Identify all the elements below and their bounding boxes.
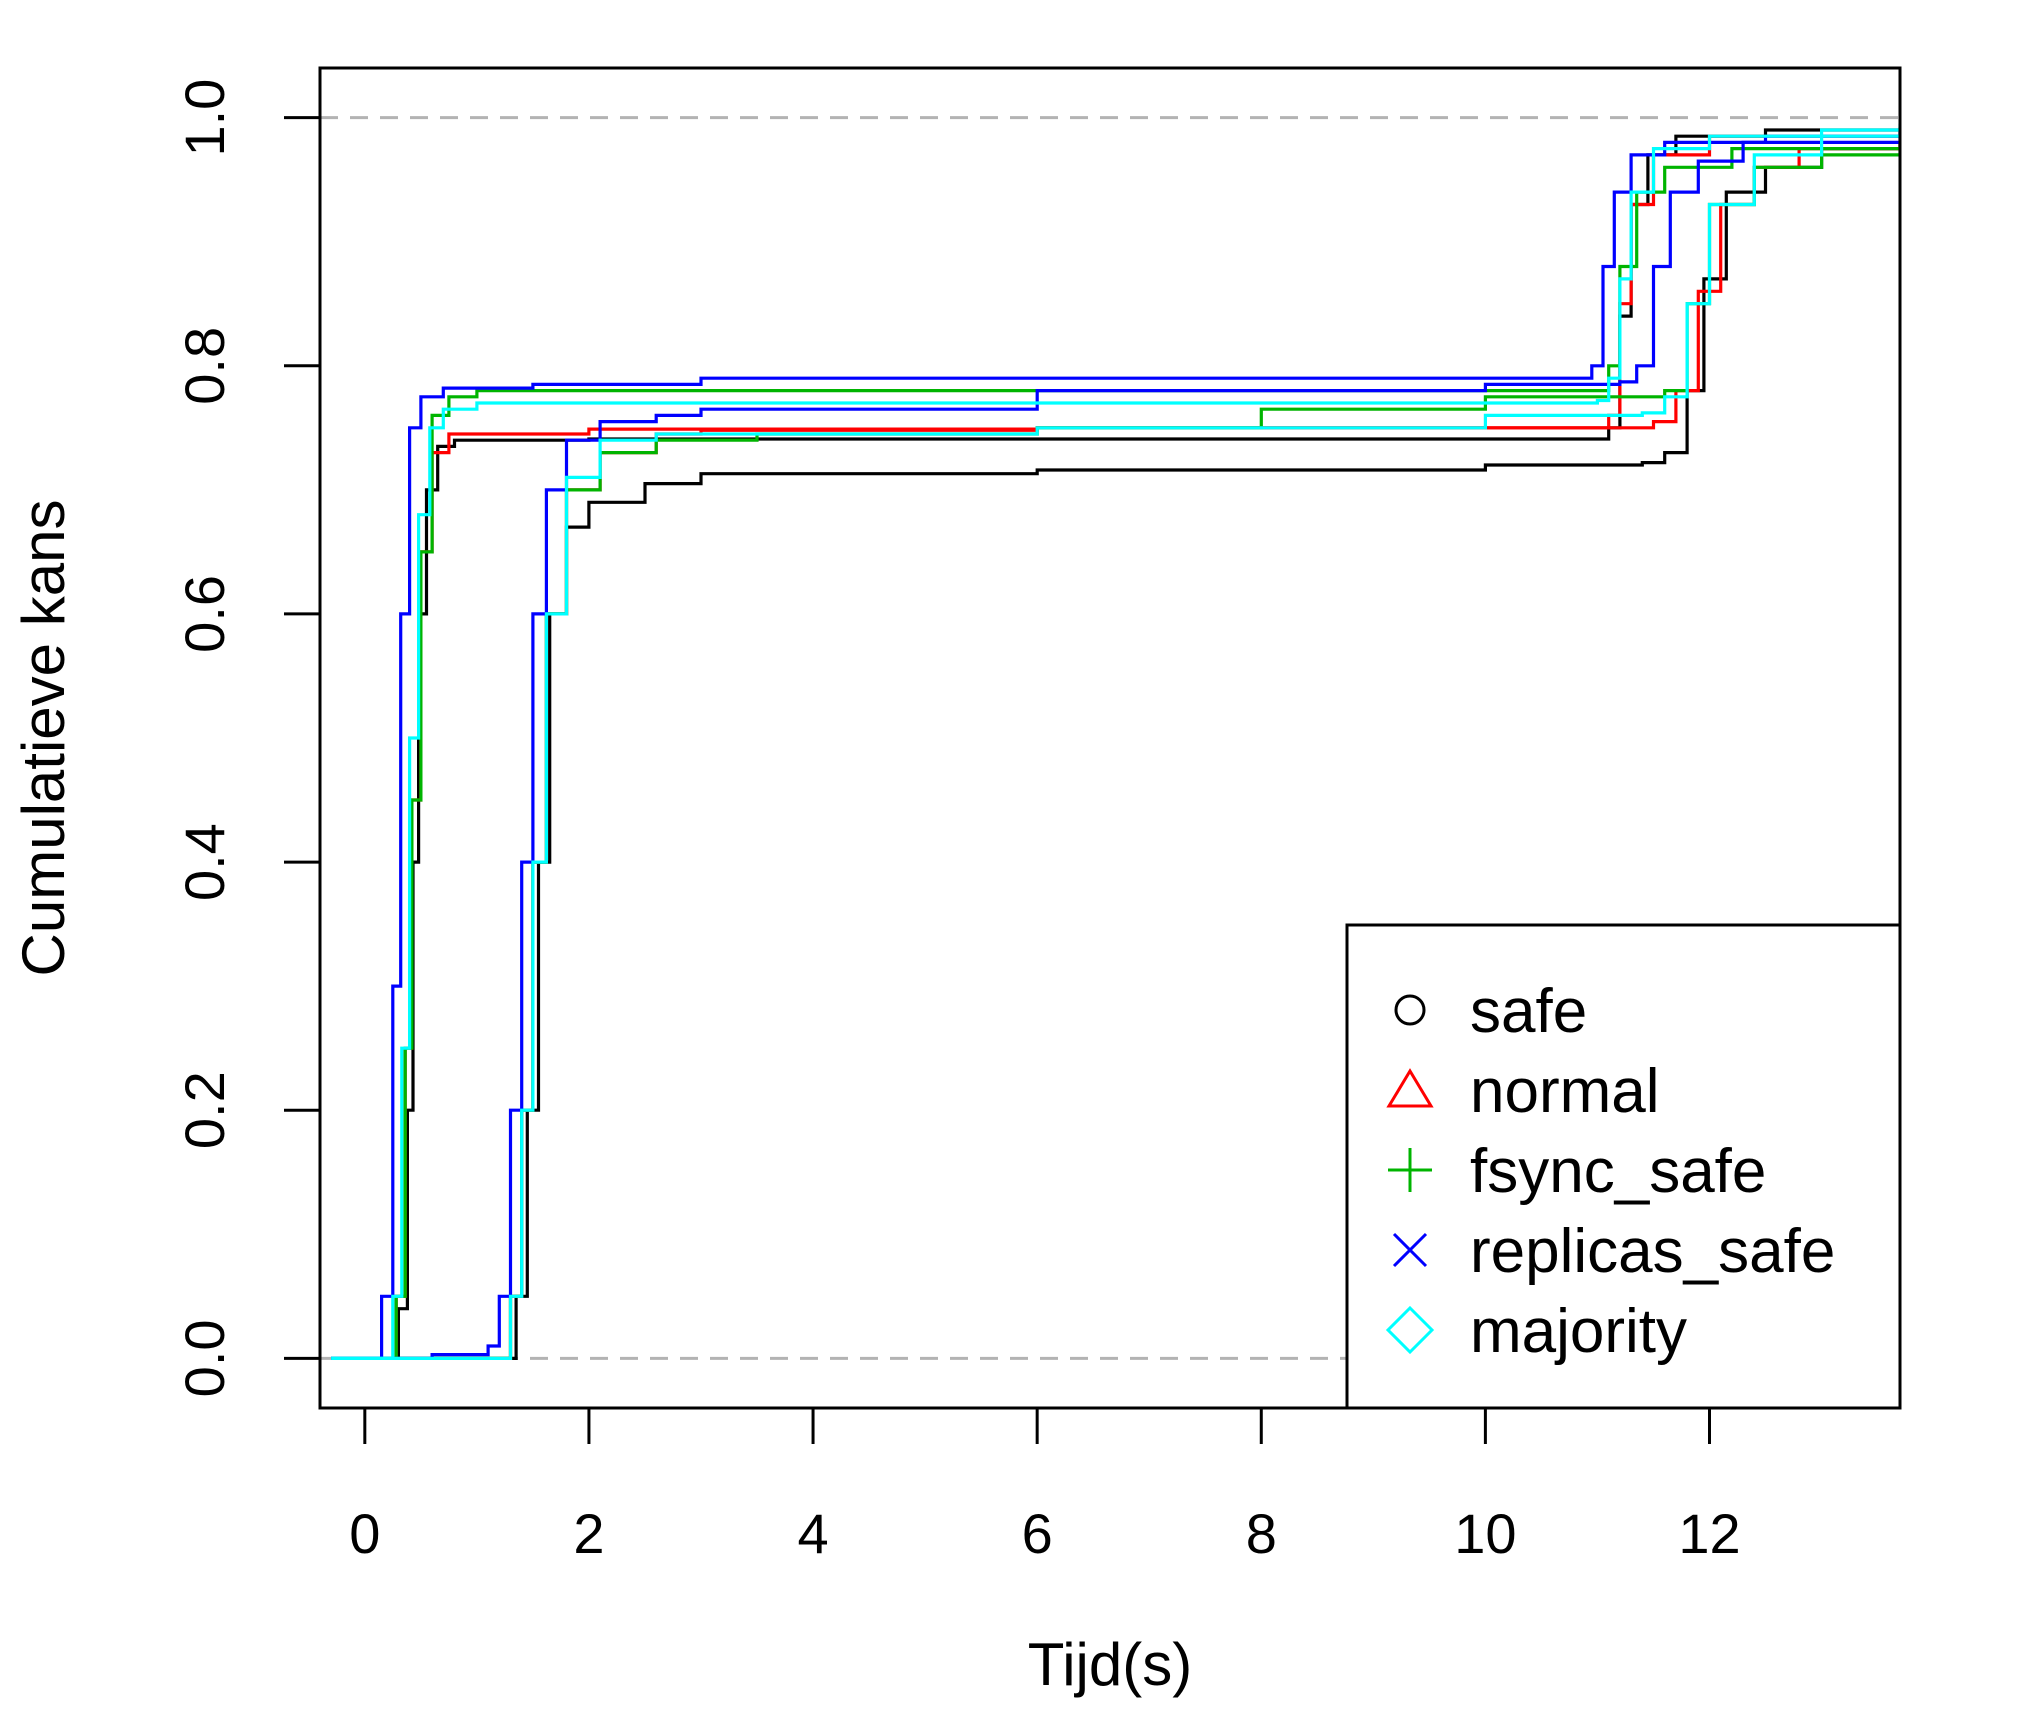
- legend-label: majority: [1470, 1297, 1687, 1366]
- legend-box: [1345, 923, 1902, 1410]
- y-tick-label: 1.0: [173, 79, 236, 157]
- x-tick-label: 0: [349, 1502, 380, 1565]
- series-line-fsync_safe-1: [331, 142, 1900, 1360]
- circle-icon: [1394, 994, 1426, 1026]
- y-axis-title: Cumulatieve kans: [10, 500, 77, 977]
- x-tick-label: 6: [1022, 1502, 1053, 1565]
- legend-item-majority: majority: [1385, 1297, 1687, 1366]
- y-tick-label: 0.4: [173, 823, 236, 901]
- y-axis: 0.0 0.2 0.4 0.6 0.8 1.0: [173, 79, 322, 1397]
- series-line-majority-2: [331, 123, 1900, 1360]
- y-tick-label: 0.2: [173, 1071, 236, 1149]
- plus-icon: [1388, 1148, 1432, 1192]
- legend-label: fsync_safe: [1470, 1137, 1766, 1206]
- x-axis-title: Tijd(s): [1028, 1631, 1192, 1698]
- y-tick-label: 0.6: [173, 575, 236, 653]
- series-line-replicas_safe-1: [331, 130, 1900, 1360]
- legend-label: replicas_safe: [1470, 1217, 1835, 1286]
- legend-label: normal: [1470, 1057, 1660, 1126]
- legend-label: safe: [1470, 977, 1587, 1046]
- legend-item-replicas_safe: replicas_safe: [1392, 1217, 1835, 1286]
- legend-item-normal: normal: [1386, 1057, 1660, 1126]
- x-tick-label: 12: [1678, 1502, 1740, 1565]
- cross-icon: [1392, 1232, 1428, 1268]
- series-line-safe-2: [331, 142, 1900, 1360]
- x-tick-label: 2: [573, 1502, 604, 1565]
- series-lines: [331, 123, 1900, 1360]
- diamond-icon: [1385, 1305, 1435, 1355]
- reference-lines: [320, 116, 1900, 1360]
- legend: safe normal fsync_safe replicas_safemajorit…: [1345, 923, 1902, 1410]
- legend-item-fsync_safe: fsync_safe: [1388, 1137, 1766, 1206]
- x-tick-label: 8: [1246, 1502, 1277, 1565]
- legend-item-safe: safe: [1394, 977, 1587, 1046]
- series-line-replicas_safe-2: [331, 136, 1900, 1360]
- y-tick-label: 0.8: [173, 327, 236, 405]
- triangle-icon: [1386, 1068, 1434, 1108]
- x-tick-label: 4: [797, 1502, 828, 1565]
- x-tick-label: 10: [1454, 1502, 1516, 1565]
- y-tick-label: 0.0: [173, 1319, 236, 1397]
- series-line-majority-1: [331, 130, 1900, 1360]
